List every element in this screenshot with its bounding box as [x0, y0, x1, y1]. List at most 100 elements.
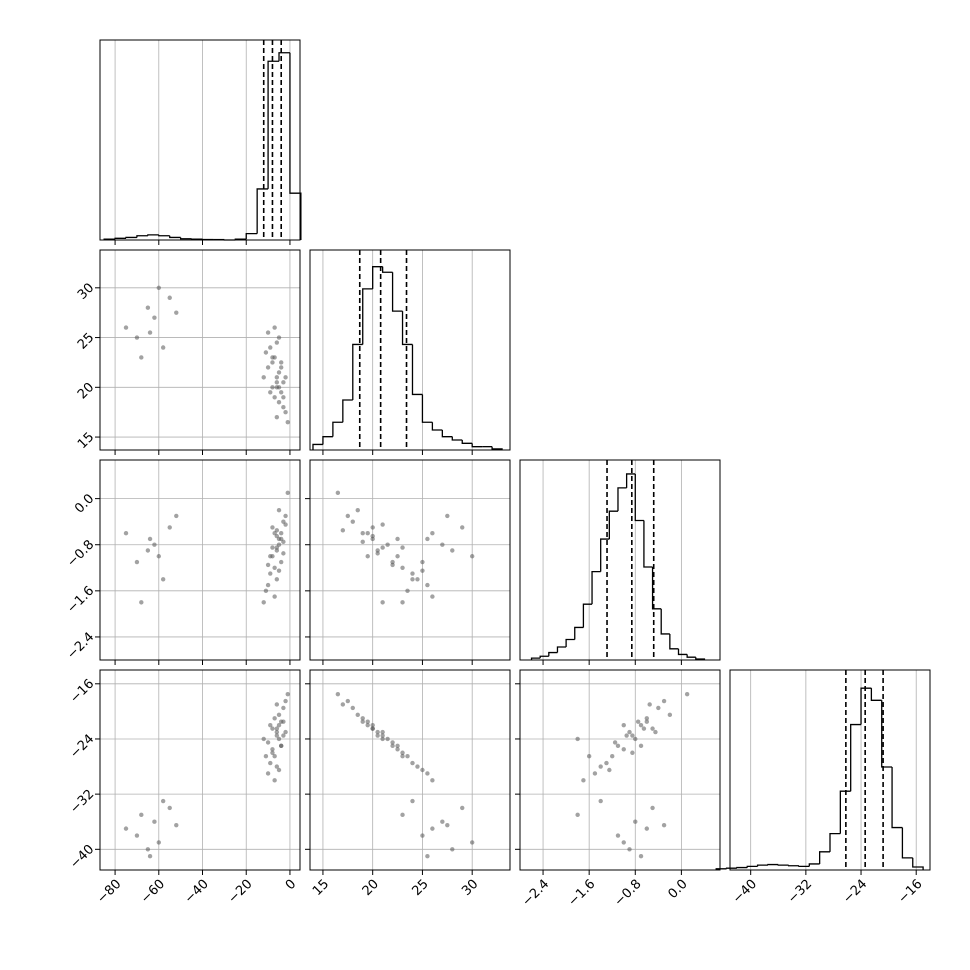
sample-point — [156, 554, 161, 559]
sample-point — [360, 530, 365, 536]
histogram-bar — [411, 344, 423, 396]
sample-point — [167, 295, 172, 300]
sample-point — [139, 812, 144, 818]
sample-point — [641, 726, 647, 731]
sample-point — [395, 747, 400, 752]
y-tick-label: −2.4 — [64, 630, 97, 663]
sample-point — [281, 395, 286, 400]
histogram-bar — [677, 648, 688, 656]
sample-point — [370, 726, 375, 731]
sample-point — [279, 390, 284, 395]
sample-point — [644, 826, 650, 831]
sample-point — [395, 554, 400, 559]
sample-point — [283, 513, 288, 519]
sample-point — [607, 767, 612, 773]
sample-point — [380, 522, 385, 527]
panel-frame — [99, 249, 301, 451]
sample-point — [450, 548, 455, 553]
sample-point — [410, 571, 415, 576]
sample-point — [615, 743, 621, 749]
histogram-bar — [660, 608, 670, 635]
sample-point — [174, 822, 179, 828]
y-tick-label: 15 — [75, 430, 97, 452]
sample-point — [635, 719, 641, 724]
histogram-bar — [651, 566, 662, 610]
sample-point — [365, 554, 370, 559]
sample-point — [440, 542, 445, 547]
sample-point — [276, 542, 282, 547]
panel-frame — [99, 39, 301, 241]
sample-point — [400, 812, 405, 818]
sample-point — [265, 365, 271, 370]
sample-point — [340, 528, 346, 533]
histogram-bar — [870, 688, 882, 701]
x-tick-label: 0 — [283, 877, 299, 893]
histogram-bar — [756, 864, 768, 867]
sample-point — [400, 750, 405, 755]
sample-point — [283, 729, 288, 735]
x-tick-label: −1.6 — [566, 877, 599, 910]
histogram-bar — [582, 603, 593, 628]
x-tick-label: −60 — [138, 877, 168, 907]
sample-point — [420, 568, 425, 573]
histogram-bar — [634, 473, 644, 522]
sample-point — [123, 530, 129, 536]
sample-point — [160, 577, 166, 582]
histogram-bar — [725, 867, 737, 869]
sample-point — [650, 726, 655, 731]
sample-point — [160, 798, 166, 804]
histogram-bar — [829, 832, 841, 852]
sample-point — [281, 705, 286, 711]
panel-frame — [309, 669, 511, 871]
sample-point — [420, 559, 425, 565]
sample-point — [268, 554, 273, 559]
sample-point — [276, 400, 282, 405]
sample-point — [395, 536, 400, 542]
sample-point — [385, 542, 390, 547]
sample-point — [370, 525, 375, 530]
histogram-bar — [312, 443, 323, 450]
sample-point — [283, 409, 288, 415]
histogram-bar — [777, 864, 789, 866]
x-tick-label: 30 — [459, 877, 481, 899]
sample-point — [385, 736, 390, 742]
sample-point — [274, 702, 280, 707]
histogram-bar — [352, 343, 363, 400]
histogram-bar — [860, 687, 872, 725]
sample-point — [279, 559, 284, 565]
sample-point — [661, 698, 667, 704]
sample-point — [268, 390, 273, 395]
sample-point — [630, 733, 635, 738]
histogram-bar — [901, 827, 913, 859]
sample-point — [279, 360, 284, 365]
panel-frame — [99, 669, 301, 871]
sample-point — [370, 533, 375, 539]
panel-frame — [309, 249, 511, 451]
sample-point — [375, 729, 380, 735]
x-tick-label: 20 — [360, 877, 382, 899]
sample-point — [274, 729, 280, 735]
sample-point — [276, 712, 282, 718]
sample-point — [420, 833, 425, 838]
sample-point — [335, 691, 341, 697]
y-tick-label: −32 — [67, 787, 97, 817]
sample-point — [586, 754, 592, 759]
sample-point — [365, 530, 370, 536]
sample-point — [624, 733, 629, 738]
sample-point — [281, 380, 286, 385]
sample-point — [644, 716, 650, 721]
y-tick-label: −0.8 — [64, 537, 97, 570]
histogram-bar — [342, 399, 353, 423]
sample-point — [598, 798, 603, 804]
sample-point — [274, 764, 280, 769]
histogram-bar — [625, 473, 636, 488]
sample-point — [145, 847, 151, 852]
sample-point — [400, 565, 405, 570]
histogram-bar — [431, 422, 443, 431]
sample-point — [380, 729, 385, 735]
sample-point — [350, 705, 355, 711]
sample-point — [390, 743, 395, 749]
sample-point — [630, 750, 635, 755]
x-tick-label: 15 — [310, 877, 332, 899]
